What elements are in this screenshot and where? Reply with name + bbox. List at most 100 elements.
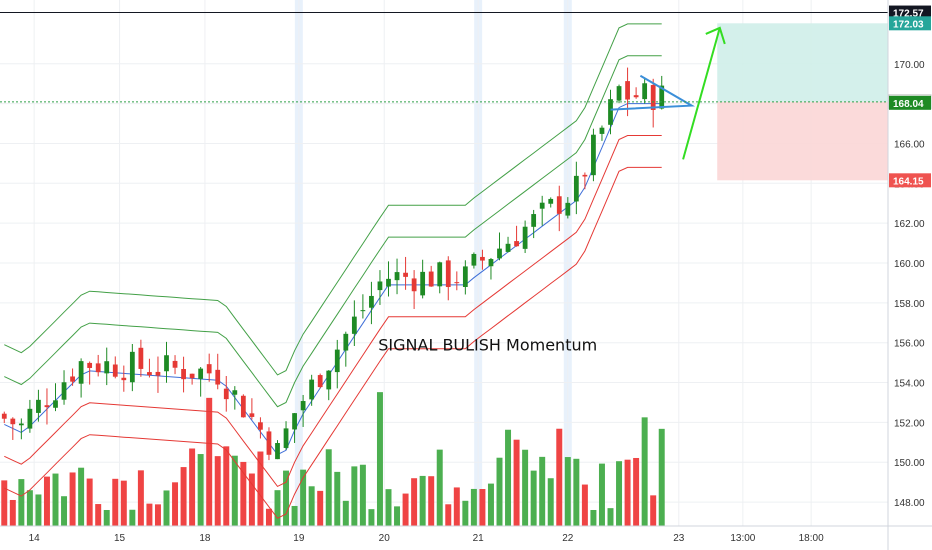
volume-bar (564, 457, 571, 526)
volume-bar (658, 428, 665, 526)
moving-average-line (4, 103, 662, 456)
volume-bar (513, 439, 520, 526)
x-tick-label: 15 (114, 533, 126, 544)
candle-body (625, 81, 630, 100)
volume-bar (650, 495, 657, 526)
candle-body (360, 310, 366, 312)
candle-body (428, 271, 434, 287)
volume-bar (522, 449, 529, 526)
volume-bar (9, 499, 16, 526)
volume-bar (223, 446, 230, 526)
y-tick-label: 152.00 (894, 418, 925, 429)
candle-body (70, 376, 75, 382)
volume-bar (231, 455, 238, 526)
upper-band-outer (4, 23, 662, 376)
candle-body (556, 196, 562, 214)
candle-body (437, 262, 443, 287)
candle-body (445, 260, 451, 288)
x-tick-labels: 14 15 18 19 20 21 22 23 13:00 18:00 (29, 533, 825, 544)
candle-body (172, 360, 178, 368)
volume-bar (52, 473, 59, 526)
volume-bar (61, 496, 68, 526)
candle-body (548, 198, 554, 204)
price-level-badge-1 (889, 16, 931, 31)
candle-body (155, 371, 161, 376)
candle-body (215, 369, 221, 385)
price-level-label: 172.03 (893, 19, 924, 30)
volume-bar (547, 478, 554, 526)
candle-body (275, 443, 280, 460)
candle-body (61, 382, 67, 400)
volume-bar (453, 487, 460, 526)
volume-bar (445, 504, 452, 526)
volume-bar (308, 486, 315, 526)
volume-bar (590, 509, 597, 526)
volume-bar (556, 428, 563, 526)
volume-bar (505, 429, 512, 526)
x-tick-label: 13:00 (730, 533, 755, 544)
upper-band-inner (4, 55, 662, 408)
volume-bar (334, 471, 341, 526)
candle-body (87, 362, 93, 368)
candle-body (497, 248, 502, 259)
volume-bar (402, 493, 409, 526)
volume-bar (616, 461, 623, 526)
candle-body (650, 85, 656, 110)
y-tick-label: 156.00 (894, 339, 925, 350)
volume-bar (581, 484, 588, 526)
x-tick-label: 18 (199, 533, 211, 544)
volume-bar (69, 472, 76, 526)
volume-bar (394, 506, 401, 526)
candle-body (27, 408, 33, 429)
volume-bar (240, 461, 247, 526)
candle-body (420, 271, 426, 296)
volume-bar (479, 489, 486, 526)
volume-bar (206, 397, 213, 526)
breakout-arrow (682, 27, 721, 160)
candle-body (454, 282, 460, 284)
x-tick-label: 18:00 (799, 533, 824, 544)
candle-body (121, 377, 127, 381)
candle-body (317, 375, 323, 388)
candles (1, 67, 665, 461)
volume-bar (172, 482, 179, 526)
volume-bar (86, 478, 93, 526)
candle-body (522, 226, 528, 249)
candle-body (112, 364, 118, 377)
price-level-badge-3 (889, 95, 931, 110)
lower-band-outer (4, 166, 662, 519)
y-tick-label: 148.00 (894, 498, 925, 509)
volume-bar (342, 500, 349, 526)
y-tick-label: 150.00 (894, 458, 925, 469)
volume-bar (26, 490, 33, 526)
candle-body (292, 413, 297, 430)
candle-body (53, 400, 58, 408)
stop-zone (717, 101, 888, 181)
volume-bars (1, 392, 665, 526)
candle-body (36, 399, 41, 413)
price-level-badge-4 (889, 173, 931, 188)
candle-body (266, 431, 272, 455)
candle-body (283, 428, 289, 448)
volume-bar (214, 456, 221, 526)
volume-bar (641, 417, 648, 526)
volume-bar (411, 478, 418, 526)
candle-body (232, 390, 238, 395)
candle-body (206, 364, 212, 374)
y-tick-label: 158.00 (894, 299, 925, 310)
candle-body (403, 272, 408, 277)
candle-body (480, 256, 485, 261)
candle-body (539, 202, 545, 209)
candle-body (181, 369, 186, 380)
candle-body (258, 422, 263, 430)
candle-body (573, 175, 579, 202)
volume-bar (359, 464, 366, 526)
candle-body (462, 266, 468, 287)
candle-body (95, 363, 101, 373)
volume-bar (129, 509, 136, 526)
candle-body (249, 413, 255, 417)
volume-bar (283, 470, 290, 526)
candle-body (343, 333, 349, 351)
volume-bar (154, 504, 161, 526)
